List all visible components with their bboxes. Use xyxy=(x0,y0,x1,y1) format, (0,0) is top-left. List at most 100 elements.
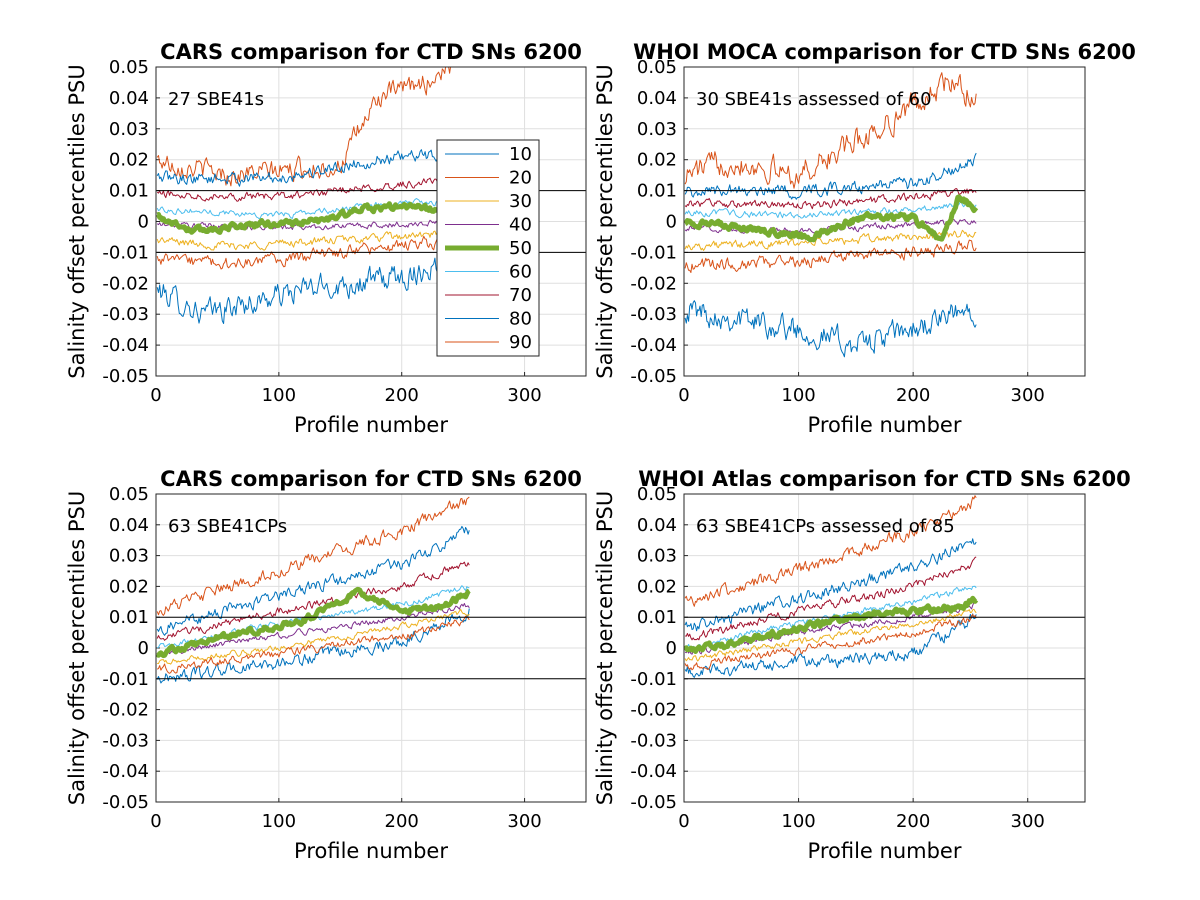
y-tick-label: -0.02 xyxy=(630,273,677,294)
y-tick-label: -0.02 xyxy=(102,273,149,294)
series-line-70 xyxy=(684,188,977,210)
x-tick-label: 100 xyxy=(781,385,815,406)
y-tick-label: 0 xyxy=(666,638,677,659)
x-tick-label: 300 xyxy=(1011,385,1045,406)
annotation-text: 63 SBE41CPs assessed of 85 xyxy=(696,516,955,537)
legend-label: 90 xyxy=(509,332,532,353)
annotation-text: 30 SBE41s assessed of 60 xyxy=(696,89,932,110)
y-tick-label: 0.02 xyxy=(109,576,149,597)
series-line-50 xyxy=(684,194,979,243)
series-line-80 xyxy=(156,149,458,187)
series-line-30 xyxy=(156,230,458,251)
x-tick-label: 100 xyxy=(262,811,296,832)
series-line-30 xyxy=(684,608,977,662)
series-line-90 xyxy=(156,234,458,270)
annotation-text: 27 SBE41s xyxy=(168,89,264,110)
series-line-10 xyxy=(684,300,977,358)
legend-label: 30 xyxy=(509,191,532,212)
series-group xyxy=(684,72,979,358)
panel-4: 0 100 200 300 -0.05 -0.04 -0.03 -0.02 -0.01 0 0.01… xyxy=(593,467,1131,863)
y-tick-label: 0.01 xyxy=(109,607,149,628)
series-group xyxy=(156,67,459,324)
y-axis-label: Salinity offset percentiles PSU xyxy=(65,491,89,805)
y-tick-label: 0.05 xyxy=(637,484,677,505)
x-tick-label: 100 xyxy=(262,385,296,406)
panel-1: 0 100 200 300 -0.05 -0.04 -0.03 -0.02 -0.01 0 0.01… xyxy=(65,40,587,437)
y-tick-label: -0.03 xyxy=(630,730,677,751)
series-line-30 xyxy=(684,229,977,251)
chart-title: WHOI Atlas comparison for CTD SNs 6200 xyxy=(638,467,1131,491)
series-group xyxy=(156,496,471,684)
series-line-70 xyxy=(684,556,977,641)
y-tick-label: 0.02 xyxy=(109,150,149,171)
y-tick-label: 0.02 xyxy=(637,576,677,597)
series-line-10 xyxy=(156,251,458,324)
y-tick-label: 0.03 xyxy=(109,119,149,140)
x-tick-label: 300 xyxy=(507,811,541,832)
x-tick-label: 200 xyxy=(385,811,419,832)
series-line-20 xyxy=(684,495,977,607)
legend-label: 20 xyxy=(509,168,532,189)
y-tick-label: -0.05 xyxy=(630,792,677,813)
axes-box xyxy=(683,66,1086,377)
y-tick-label: 0.02 xyxy=(637,150,677,171)
series-line-60 xyxy=(684,201,977,219)
series-line-20 xyxy=(684,72,977,189)
x-tick-label: 200 xyxy=(385,385,419,406)
chart-title: CARS comparison for CTD SNs 6200 xyxy=(160,467,582,491)
x-axis-label: Profile number xyxy=(294,413,448,437)
y-tick-label: -0.01 xyxy=(102,242,149,263)
x-axis-label: Profile number xyxy=(808,413,962,437)
y-tick-label: -0.05 xyxy=(102,366,149,387)
panel-3: 0 100 200 300 -0.05 -0.04 -0.03 -0.02 -0.01 0 0.01… xyxy=(65,467,587,863)
series-line-70 xyxy=(156,561,470,641)
x-tick-label: 0 xyxy=(150,385,161,406)
y-tick-label: 0 xyxy=(138,212,149,233)
x-axis-label: Profile number xyxy=(808,839,962,863)
axes-box xyxy=(155,66,587,377)
legend-label: 40 xyxy=(509,215,532,236)
y-tick-label: 0.04 xyxy=(109,515,149,536)
series-line-60 xyxy=(156,198,458,220)
y-tick-label: -0.03 xyxy=(102,304,149,325)
y-tick-label: 0.03 xyxy=(637,119,677,140)
y-tick-label: 0.01 xyxy=(109,181,149,202)
panel-2: 0 100 200 300 -0.05 -0.04 -0.03 -0.02 -0.01 0 0.01… xyxy=(593,40,1136,437)
y-tick-label: -0.04 xyxy=(630,761,677,782)
x-tick-label: 300 xyxy=(1011,811,1045,832)
x-tick-label: 0 xyxy=(678,385,689,406)
series-line-10 xyxy=(684,613,977,678)
legend-label: 60 xyxy=(509,262,532,283)
y-tick-label: 0 xyxy=(666,212,677,233)
y-tick-label: -0.01 xyxy=(102,669,149,690)
series-line-40 xyxy=(156,603,470,656)
axes-box xyxy=(683,493,1086,803)
y-axis-label: Salinity offset percentiles PSU xyxy=(593,491,617,805)
legend-label: 10 xyxy=(509,144,532,165)
y-tick-label: 0.05 xyxy=(109,57,149,78)
series-line-90 xyxy=(156,615,470,674)
y-tick-label: 0.01 xyxy=(637,181,677,202)
legend-label: 70 xyxy=(509,285,532,306)
y-tick-label: -0.05 xyxy=(630,366,677,387)
y-tick-label: 0.04 xyxy=(109,88,149,109)
x-tick-label: 200 xyxy=(896,385,930,406)
series-line-80 xyxy=(684,538,977,632)
y-tick-label: -0.02 xyxy=(630,700,677,721)
y-tick-label: 0.01 xyxy=(637,607,677,628)
series-line-50 xyxy=(156,586,471,659)
chart-title: WHOI MOCA comparison for CTD SNs 6200 xyxy=(633,40,1136,64)
series-line-10 xyxy=(156,608,470,684)
y-tick-label: 0.04 xyxy=(637,515,677,536)
y-tick-label: -0.04 xyxy=(102,761,149,782)
series-line-50 xyxy=(156,201,459,235)
series-line-20 xyxy=(156,496,470,616)
annotation-text: 63 SBE41CPs xyxy=(168,516,287,537)
x-axis-label: Profile number xyxy=(294,839,448,863)
y-tick-label: 0 xyxy=(138,638,149,659)
x-tick-label: 200 xyxy=(896,811,930,832)
y-axis-label: Salinity offset percentiles PSU xyxy=(593,64,617,378)
x-tick-label: 300 xyxy=(507,385,541,406)
